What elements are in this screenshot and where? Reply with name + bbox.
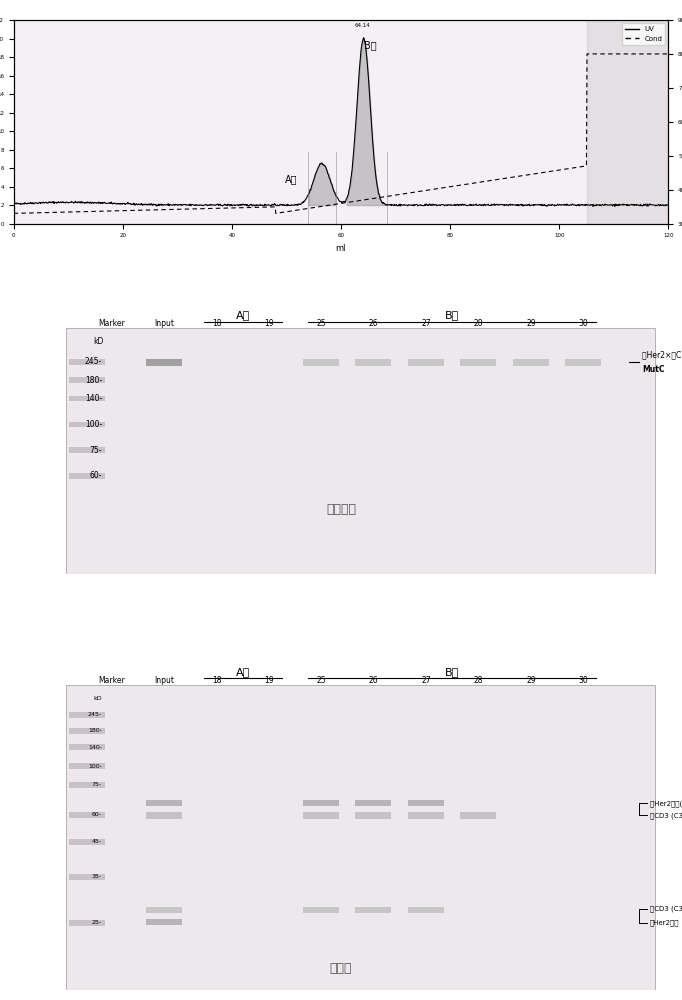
Bar (355, 812, 391, 819)
Bar (587, 20, 668, 224)
Text: 还原性: 还原性 (330, 962, 352, 975)
Text: 28: 28 (474, 319, 484, 328)
Text: 60-: 60- (92, 812, 102, 817)
Bar (70, 782, 105, 788)
Text: 35-: 35- (92, 874, 102, 879)
Text: 25: 25 (316, 676, 326, 685)
Text: 18: 18 (212, 676, 222, 685)
Text: 180-: 180- (88, 728, 102, 733)
Text: B峰: B峰 (445, 310, 460, 320)
Text: 抗CD3 (C31) 轻链: 抗CD3 (C31) 轻链 (650, 906, 682, 912)
Text: 25-: 25- (92, 920, 102, 925)
Bar (70, 473, 105, 479)
Bar (513, 359, 548, 366)
Legend: UV, Cond: UV, Cond (622, 23, 665, 44)
Text: MutC: MutC (642, 365, 665, 374)
Text: 27: 27 (421, 319, 431, 328)
Text: 75-: 75- (92, 782, 102, 787)
Text: 26: 26 (369, 319, 379, 328)
Bar (408, 812, 444, 819)
Bar (303, 359, 339, 366)
Bar (408, 907, 444, 913)
Text: Input: Input (154, 676, 174, 685)
Text: 75-: 75- (89, 446, 102, 455)
Bar (70, 744, 105, 750)
Bar (460, 812, 496, 819)
Bar (146, 907, 182, 913)
Text: 19: 19 (264, 676, 273, 685)
Bar (70, 839, 105, 845)
Bar (70, 422, 105, 427)
Text: B峰: B峰 (445, 667, 460, 677)
Text: 140-: 140- (88, 745, 102, 750)
Text: 245-: 245- (85, 357, 102, 366)
Bar (146, 800, 182, 806)
Bar (70, 812, 105, 818)
Text: 64.14: 64.14 (355, 23, 371, 28)
Text: 19: 19 (264, 319, 273, 328)
Text: 26: 26 (369, 676, 379, 685)
Bar (408, 359, 444, 366)
Bar (303, 907, 339, 913)
Bar (70, 712, 105, 718)
Text: 非还原性: 非还原性 (326, 503, 356, 516)
X-axis label: ml: ml (336, 244, 346, 253)
Bar (70, 874, 105, 880)
Bar (303, 812, 339, 819)
Text: 45-: 45- (92, 839, 102, 844)
Text: 100-: 100- (88, 764, 102, 769)
Bar (70, 396, 105, 401)
Bar (408, 800, 444, 806)
Text: 18: 18 (212, 319, 222, 328)
Text: 60-: 60- (89, 471, 102, 480)
Text: 抗Her2重链(His tag): 抗Her2重链(His tag) (650, 800, 682, 807)
Bar (70, 377, 105, 383)
Bar (70, 447, 105, 453)
Text: 29: 29 (526, 676, 535, 685)
Bar (146, 359, 182, 366)
Bar (70, 728, 105, 734)
Bar (146, 919, 182, 925)
Text: Input: Input (154, 319, 174, 328)
Text: A峰: A峰 (236, 310, 250, 320)
Text: 抗Her2×抗CD3 BsAb: 抗Her2×抗CD3 BsAb (642, 350, 682, 359)
Text: kD: kD (93, 337, 104, 346)
Text: B峰: B峰 (364, 40, 376, 50)
Bar (70, 763, 105, 769)
Bar (70, 359, 105, 365)
Text: 30: 30 (578, 319, 588, 328)
Text: Marker: Marker (98, 319, 125, 328)
Text: Marker: Marker (98, 676, 125, 685)
Bar (355, 359, 391, 366)
Text: A峰: A峰 (236, 667, 250, 677)
Text: A峰: A峰 (285, 174, 297, 184)
Text: 28: 28 (474, 676, 484, 685)
Bar (146, 812, 182, 819)
Bar (355, 800, 391, 806)
Text: 140-: 140- (85, 394, 102, 403)
Text: kD: kD (93, 696, 102, 701)
Bar (70, 920, 105, 926)
Bar (565, 359, 601, 366)
Text: 100-: 100- (85, 420, 102, 429)
Text: 抗CD3 (C31) 重链: 抗CD3 (C31) 重链 (650, 812, 682, 819)
Text: 抗Her2轻链: 抗Her2轻链 (650, 919, 679, 926)
Text: 245-: 245- (88, 712, 102, 717)
Text: 29: 29 (526, 319, 535, 328)
Bar (303, 800, 339, 806)
Text: 25: 25 (316, 319, 326, 328)
Text: 180-: 180- (85, 376, 102, 385)
Bar (460, 359, 496, 366)
Text: 30: 30 (578, 676, 588, 685)
Bar (355, 907, 391, 913)
Text: 27: 27 (421, 676, 431, 685)
